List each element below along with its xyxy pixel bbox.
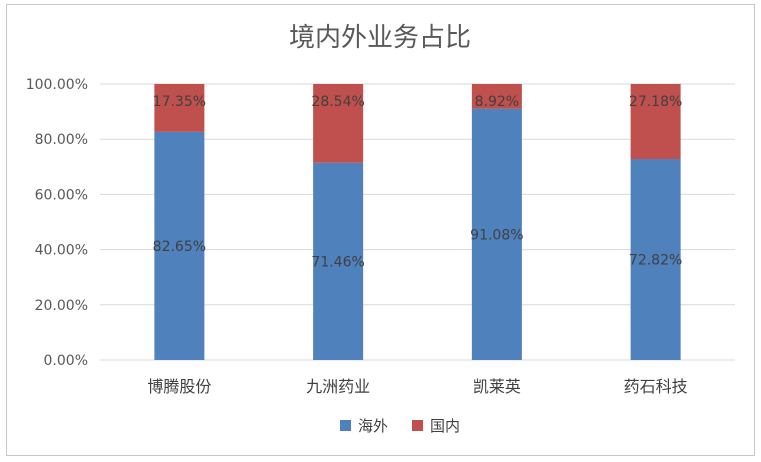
data-label: 27.18% [629, 94, 682, 110]
data-label: 72.82% [629, 253, 682, 269]
data-label: 71.46% [311, 254, 364, 270]
data-label: 82.65% [153, 239, 206, 255]
y-tick-label: 80.00% [35, 132, 88, 148]
bar-segment [154, 84, 205, 132]
bar-segment [313, 84, 364, 163]
x-category-label: 凯莱英 [473, 377, 521, 396]
x-category-label: 博腾股份 [147, 377, 211, 396]
x-category-label: 药石科技 [624, 377, 688, 396]
x-category-label: 九洲药业 [306, 377, 370, 396]
y-tick-label: 0.00% [44, 353, 88, 369]
x-axis-categories: 博腾股份 九洲药业 凯莱英 药石科技 [147, 377, 687, 396]
data-label: 28.54% [311, 94, 364, 110]
y-tick-label: 20.00% [35, 298, 88, 314]
y-tick-label: 100.00% [26, 77, 88, 93]
bar-segment [471, 84, 522, 109]
y-axis-ticks: 0.00% 20.00% 40.00% 60.00% 80.00% 100.00% [26, 77, 88, 369]
data-labels: 82.65% 17.35% 71.46% 28.54% 91.08% 8.92% 72.82… [153, 94, 683, 270]
bar-segment [630, 84, 681, 160]
chart-frame [6, 4, 755, 456]
legend-label: 国内 [430, 417, 460, 435]
data-label: 17.35% [153, 94, 206, 110]
bar-segment [630, 159, 681, 360]
y-tick-label: 60.00% [35, 187, 88, 203]
bar-segment [154, 131, 205, 360]
legend: 海外 国内 [340, 417, 460, 435]
legend-swatch [412, 420, 423, 431]
data-label: 91.08% [470, 227, 523, 243]
bar-segment [313, 162, 364, 360]
legend-label: 海外 [358, 417, 388, 435]
bars [154, 84, 681, 360]
bar-segment [471, 108, 522, 360]
legend-swatch [340, 420, 351, 431]
chart-title: 境内外业务占比 [289, 23, 471, 53]
y-tick-label: 40.00% [35, 243, 88, 259]
gridlines [100, 83, 735, 361]
data-label: 8.92% [475, 94, 519, 110]
